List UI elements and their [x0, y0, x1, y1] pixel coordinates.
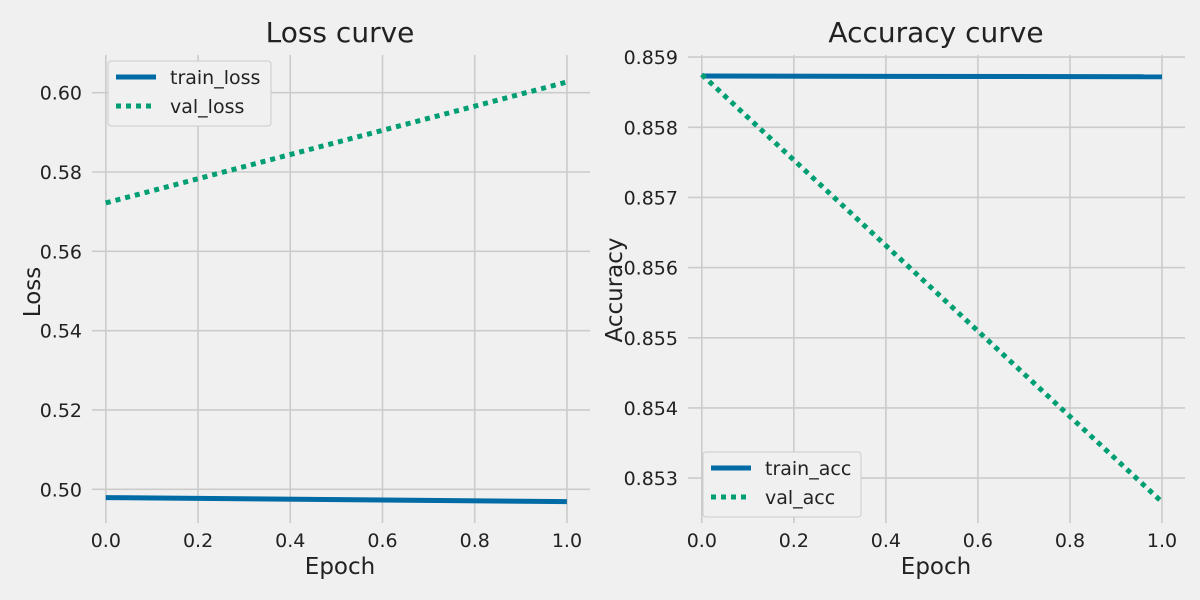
y-tick-label: 0.855	[624, 328, 678, 350]
x-tick-label: 0.0	[687, 530, 717, 552]
y-tick-label: 0.58	[40, 162, 82, 184]
y-axis-label: Accuracy	[602, 237, 628, 342]
x-tick-label: 0.4	[871, 530, 901, 552]
legend-label-train-acc: train_acc	[765, 458, 851, 480]
y-tick-label: 0.52	[40, 400, 82, 422]
legend: train_acc val_acc	[702, 451, 862, 518]
series-line-val-acc	[700, 72, 1164, 504]
chart-title: Accuracy curve	[828, 16, 1043, 49]
accuracy-chart: Accuracy curve Epoch Accuracy 0.0 0.2 0.4 0…	[602, 16, 1185, 580]
loss-chart: Loss curve Epoch Loss 0.0 0.2 0.4 0.6 0.8 1.0…	[20, 16, 590, 580]
y-tick-label: 0.857	[624, 187, 678, 209]
x-tick-label: 1.0	[552, 530, 582, 552]
y-tick-label: 0.858	[624, 117, 678, 139]
x-axis-label: Epoch	[305, 554, 375, 580]
tick-labels: 0.0 0.2 0.4 0.6 0.8 1.0 0.50 0.52 0.54 0.56 0.58 0.…	[40, 83, 582, 552]
y-tick-label: 0.859	[624, 47, 678, 69]
y-tick-label: 0.50	[40, 479, 82, 501]
legend-label-val-loss: val_loss	[170, 96, 244, 118]
x-tick-label: 0.4	[275, 530, 305, 552]
x-axis-label: Epoch	[901, 554, 971, 580]
legend: train_loss val_loss	[107, 60, 272, 127]
series-line-train-acc	[701, 73, 1163, 80]
y-tick-label: 0.60	[40, 83, 82, 105]
y-tick-label: 0.56	[40, 241, 82, 263]
series-lines	[105, 79, 568, 505]
x-tick-label: 0.6	[963, 530, 993, 552]
legend-label-val-acc: val_acc	[765, 487, 835, 509]
y-axis-label: Loss	[20, 267, 46, 317]
x-tick-label: 0.6	[367, 530, 397, 552]
chart-title: Loss curve	[266, 16, 415, 49]
y-tick-label: 0.54	[40, 321, 82, 343]
x-tick-label: 0.8	[460, 530, 490, 552]
x-tick-label: 1.0	[1147, 530, 1177, 552]
x-tick-label: 0.0	[91, 530, 121, 552]
series-lines	[700, 72, 1164, 504]
tick-labels: 0.0 0.2 0.4 0.6 0.8 1.0 0.853 0.854 0.855 0.856 0.…	[624, 47, 1178, 552]
x-tick-label: 0.2	[183, 530, 213, 552]
grid	[92, 55, 590, 523]
legend-label-train-loss: train_loss	[170, 67, 260, 89]
x-tick-label: 0.2	[779, 530, 809, 552]
y-tick-label: 0.854	[624, 398, 678, 420]
y-tick-label: 0.853	[624, 468, 678, 490]
x-tick-label: 0.8	[1055, 530, 1085, 552]
series-line-train-loss	[105, 495, 567, 505]
y-tick-label: 0.856	[624, 258, 678, 280]
